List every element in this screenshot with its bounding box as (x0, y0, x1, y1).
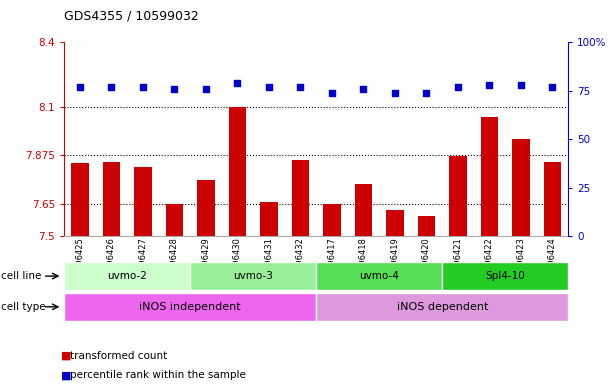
Point (422, 89, 431, 96)
Point (390, 89, 400, 96)
Bar (64, 293, 316, 321)
Bar (386, 210, 404, 236)
Text: GDS4355 / 10599032: GDS4355 / 10599032 (64, 10, 199, 23)
Bar (64, 262, 190, 290)
Text: ■: ■ (61, 351, 71, 361)
Text: iNOS independent: iNOS independent (139, 302, 241, 312)
Bar (323, 204, 340, 236)
Text: uvmo-4: uvmo-4 (359, 271, 399, 281)
Text: Spl4-10: Spl4-10 (485, 271, 525, 281)
Bar (442, 262, 568, 290)
Text: transformed count: transformed count (70, 351, 167, 361)
Bar (229, 107, 246, 236)
Point (264, 84, 274, 90)
Text: uvmo-3: uvmo-3 (233, 271, 273, 281)
Bar (512, 139, 530, 236)
Text: uvmo-2: uvmo-2 (107, 271, 147, 281)
Bar (355, 184, 372, 236)
Text: cell type: cell type (1, 302, 46, 312)
Bar (418, 216, 435, 236)
Bar (260, 202, 277, 236)
Bar (292, 160, 309, 236)
Bar (481, 117, 498, 236)
Text: iNOS dependent: iNOS dependent (397, 302, 488, 312)
Text: percentile rank within the sample: percentile rank within the sample (70, 370, 246, 380)
Bar (134, 167, 152, 236)
Point (201, 86, 211, 92)
Bar (197, 180, 214, 236)
Bar (316, 262, 442, 290)
Point (138, 84, 148, 90)
Bar (544, 162, 561, 236)
Text: cell line: cell line (1, 271, 42, 281)
Bar (103, 162, 120, 236)
Point (359, 86, 368, 92)
Point (547, 84, 557, 90)
Point (485, 82, 494, 88)
Point (453, 84, 463, 90)
Bar (316, 293, 568, 321)
Bar (71, 163, 89, 236)
Bar (449, 156, 467, 236)
Point (327, 89, 337, 96)
Point (516, 82, 526, 88)
Point (169, 86, 179, 92)
Point (233, 80, 243, 86)
Point (296, 84, 306, 90)
Point (106, 84, 116, 90)
Text: ■: ■ (61, 370, 71, 380)
Bar (166, 204, 183, 236)
Point (75, 84, 85, 90)
Bar (190, 262, 316, 290)
